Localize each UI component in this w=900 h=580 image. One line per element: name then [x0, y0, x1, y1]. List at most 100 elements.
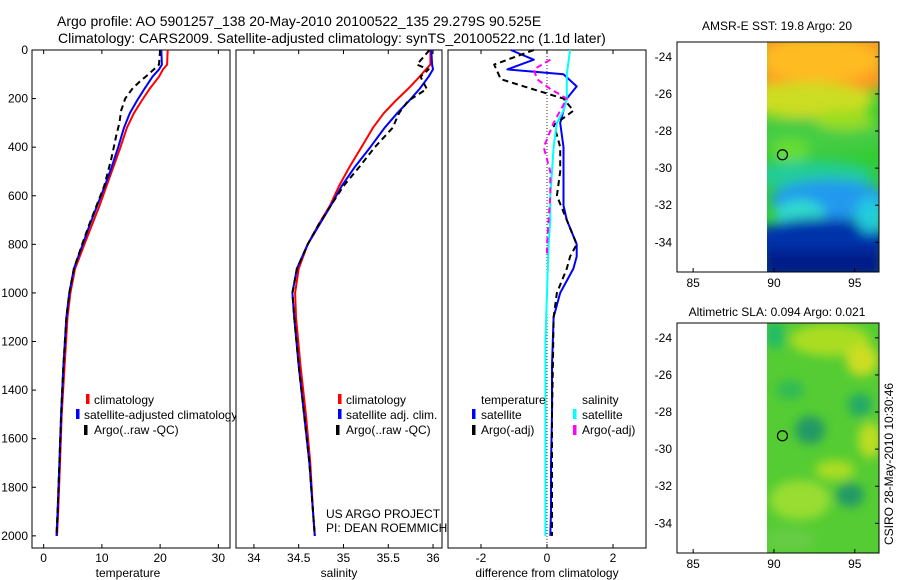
lat-tick-label: -32	[655, 479, 673, 493]
x-tick-label: 35	[337, 551, 351, 565]
lat-tick-label: -30	[655, 442, 673, 456]
sst-map-title: AMSR-E SST: 19.8 Argo: 20	[702, 19, 852, 33]
project-label: US ARGO PROJECT	[326, 507, 441, 521]
argo-position-circle	[776, 149, 789, 161]
y-tick-label: 600	[8, 189, 28, 203]
x-tick-label: 10	[95, 551, 109, 565]
pi-label: PI: DEAN ROEMMICH	[326, 521, 447, 535]
lon-tick-label: 95	[848, 276, 862, 290]
sst-map-lon-ticks: 85 90 95	[686, 268, 862, 290]
legend-swatch-satellite-adjusted	[76, 409, 80, 419]
legend-swatch-climatology	[338, 394, 342, 404]
difference-x-ticks: -2 0 2	[476, 50, 617, 565]
temperature-panel: 0 10 20 30 0 200 400 600 800 1000 1200 1400 1600 180…	[1, 43, 237, 580]
lon-tick-label: 85	[686, 557, 700, 571]
x-tick-label: 34	[247, 551, 261, 565]
salinity-axes-box	[235, 49, 443, 549]
lat-tick-label: -30	[655, 161, 673, 175]
lat-tick-label: -34	[655, 516, 673, 530]
lon-tick-label: 85	[686, 276, 700, 290]
y-tick-label: 1400	[1, 383, 28, 397]
sla-map-frame	[676, 322, 880, 554]
sla-map-lon-ticks: 85 90 95	[686, 549, 862, 571]
series-line-climatology	[294, 50, 432, 536]
legend-swatch-satellite-adj	[338, 409, 342, 419]
lon-tick-label: 95	[848, 557, 862, 571]
y-tick-label: 1000	[1, 286, 28, 300]
legend-swatch-climatology	[86, 394, 90, 404]
temperature-x-label: temperature	[96, 566, 161, 580]
lon-tick-label: 90	[767, 276, 781, 290]
sst-heatmap-field	[767, 42, 879, 272]
sst-map-lat-ticks: -24 -26 -28 -30 -32 -34	[655, 50, 879, 249]
series-line-salinity-satellite	[544, 49, 572, 536]
legend-label-argo: Argo(..raw -QC)	[346, 423, 431, 437]
legend-header-salinity: salinity	[582, 393, 619, 407]
lon-tick-label: 90	[767, 557, 781, 571]
legend-label-sal-satellite: satellite	[582, 408, 623, 422]
y-tick-label: 0	[21, 43, 28, 57]
x-tick-label: 34.5	[287, 551, 311, 565]
salinity-x-ticks: 34 34.5 35 35.5 36	[247, 50, 440, 565]
difference-legend: temperature salinity satellite Argo(-adj…	[472, 393, 635, 437]
x-tick-label: 36	[426, 551, 440, 565]
figure-title-line2: Climatology: CARS2009. Satellite-adjuste…	[58, 30, 606, 46]
series-line-argo-raw-qc-	[55, 49, 162, 536]
sst-map-frame	[676, 41, 880, 273]
legend-label-satellite-adjusted: satellite-adjusted climatology	[84, 408, 237, 422]
x-tick-label: -2	[476, 551, 487, 565]
legend-swatch-sal-argo	[573, 425, 577, 435]
salinity-series	[291, 49, 434, 536]
depth-y-ticks: 0 200 400 600 800 1000 1200 1400 1600 1800 2000	[1, 43, 36, 543]
x-tick-label: 20	[153, 551, 167, 565]
y-tick-label: 1800	[1, 480, 28, 494]
y-tick-label: 800	[8, 237, 28, 251]
y-tick-label: 1200	[1, 335, 28, 349]
legend-swatch-argo	[336, 425, 340, 435]
x-tick-label: 0	[544, 551, 551, 565]
legend-label-satellite-adj: satellite adj. clim.	[346, 408, 437, 422]
lat-tick-label: -24	[655, 50, 673, 64]
x-tick-label: 30	[212, 551, 226, 565]
difference-series	[493, 49, 578, 536]
legend-label-temp-satellite: satellite	[481, 408, 522, 422]
sst-map: AMSR-E SST: 19.8 Argo: 20 85 90 95 -24 -26 -…	[655, 19, 880, 290]
legend-label-climatology: climatology	[346, 393, 406, 407]
temperature-axes-box	[31, 49, 231, 549]
legend-label-argo: Argo(..raw -QC)	[94, 423, 179, 437]
x-tick-label: 0	[40, 551, 47, 565]
temperature-x-ticks: 0 10 20 30	[40, 50, 225, 565]
series-line-salinity-argo-adj-	[532, 58, 568, 257]
temperature-legend: climatology satellite-adjusted climatolo…	[76, 393, 237, 437]
lat-tick-label: -32	[655, 198, 673, 212]
y-tick-label: 2000	[1, 529, 28, 543]
y-tick-label: 1600	[1, 432, 28, 446]
series-line-argo-raw-qc-	[291, 49, 431, 536]
difference-panel: -2 0 2 difference from climatology tempera…	[447, 49, 647, 580]
legend-label-climatology: climatology	[94, 393, 154, 407]
legend-swatch-temp-argo	[472, 425, 476, 435]
difference-x-label: difference from climatology	[475, 566, 618, 580]
legend-swatch-temp-satellite	[472, 409, 476, 419]
x-tick-label: 35.5	[377, 551, 401, 565]
series-line-temperature-satellite	[506, 49, 578, 536]
salinity-x-label: salinity	[321, 566, 358, 580]
sla-map-lat-ticks: -24 -26 -28 -30 -32 -34	[655, 331, 879, 530]
argo-position-circle	[776, 430, 789, 442]
legend-header-temperature: temperature	[481, 393, 546, 407]
y-tick-label: 200	[8, 92, 28, 106]
sla-map: Altimetric SLA: 0.094 Argo: 0.021 85 90 95…	[655, 305, 880, 571]
lat-tick-label: -26	[655, 87, 673, 101]
salinity-panel: 34 34.5 35 35.5 36 salinity climatology sate…	[235, 49, 447, 580]
sla-map-title: Altimetric SLA: 0.094 Argo: 0.021	[689, 305, 866, 319]
lat-tick-label: -26	[655, 368, 673, 382]
x-tick-label: 2	[610, 551, 617, 565]
sla-argo-position-marker	[776, 430, 789, 442]
salinity-legend: climatology satellite adj. clim. Argo(..…	[336, 393, 437, 437]
y-tick-label: 400	[8, 140, 28, 154]
csiro-timestamp: CSIRO 28-May-2010 10:30:46	[882, 383, 896, 545]
series-line-temperature-argo-adj-	[493, 49, 578, 536]
legend-swatch-sal-satellite	[573, 409, 577, 419]
lat-tick-label: -28	[655, 405, 673, 419]
